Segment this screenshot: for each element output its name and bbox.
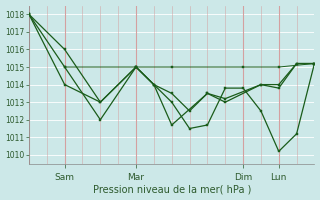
X-axis label: Pression niveau de la mer( hPa ): Pression niveau de la mer( hPa )	[92, 184, 251, 194]
